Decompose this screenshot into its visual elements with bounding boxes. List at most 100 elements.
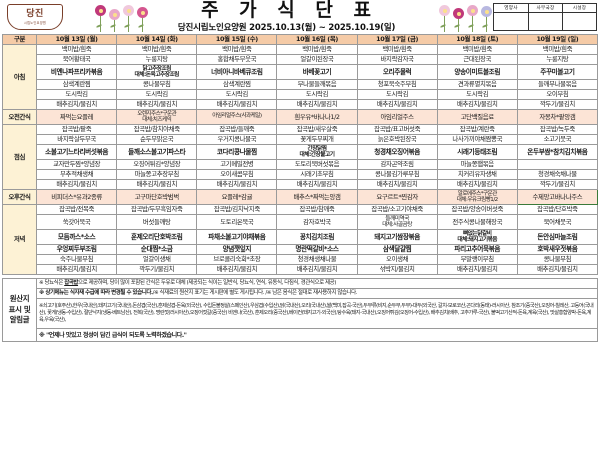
menu-cell: 배추김치/물김치 <box>276 179 358 190</box>
menu-cell: 시래기초무침 <box>276 169 358 180</box>
menu-cell: 도토리온묵국 <box>196 214 278 230</box>
day-column-header-2: 10월 14일 (화) <box>116 34 198 45</box>
menu-cell: 요플레*감귤 <box>196 189 278 205</box>
menu-cell: 우엉찌두부조림 <box>36 244 118 255</box>
menu-cell: 홍합채두부웃국 <box>196 54 278 65</box>
menu-cell: 명란떡갈비*소스 <box>276 244 358 255</box>
menu-cell: 배추김치/물김치 <box>36 264 118 275</box>
table-row: 소불고기느타리버섯볶음 들깨소스불고기파스타 코다리콩나물찜 간장닭찜 대체:간장불고기… <box>3 144 599 160</box>
menu-cell: 브로콜리숙회*초장 <box>196 254 278 265</box>
meal-section-label-3: 오후간식 <box>1 189 38 205</box>
signature-area[interactable] <box>529 13 562 30</box>
menu-cell: 부추적채생채 <box>36 169 118 180</box>
flower-icon <box>438 4 451 32</box>
table-row: 쑥갓어묵국 버섯들깨탕 도토리온묵국 감자호박국 들깨미역국 대체:사골곰탕 전주식콩나물해… <box>3 214 599 230</box>
menu-cell: 삼색계란찜 <box>196 79 278 90</box>
table-row: 비엔나파프리카볶음 닭고추장조림 대체:돈육고추장조림 너비아니바베큐조림 바베꽃고기 오… <box>3 64 599 80</box>
menu-cell: 들깨무나물볶음 <box>516 79 599 90</box>
menu-cell: 도시락김 <box>196 89 278 100</box>
signature-area[interactable] <box>563 13 596 30</box>
meal-section-label-0: 아침 <box>1 44 38 110</box>
menu-cell: 오이생채 <box>356 254 438 265</box>
menu-cell: 양송이미트볼조림 <box>436 64 518 80</box>
menu-cell: 잡곡밥/두부흑임자죽 <box>116 204 198 215</box>
table-row: 삼색계란찜 콩나물무침 삼색계란찜 무나물들깨볶음 청포묵숙주무침 견과류멸치볶음 들깨무나… <box>3 79 599 90</box>
menu-cell: 잡곡밥/소고기야채죽 <box>356 204 438 215</box>
menu-cell: 마늘쫑고추장무침 <box>116 169 198 180</box>
table-row: 북어황태국 누룽지탕 홍합채두부웃국 얼갈이된장국 바지락감자국 근대된장국 누룽지탕 <box>3 54 599 65</box>
institution-logo: 당진 시립노인요양원 <box>4 2 66 32</box>
menu-cell: 뼈없는닭갈비 대체:돼지고기볶음 <box>436 229 518 245</box>
menu-cell: 잡곡밥/새우살죽 <box>276 124 358 135</box>
flower-icon <box>94 4 107 32</box>
menu-cell: 바베꽃고기 <box>276 64 358 80</box>
menu-cell: 들깨미역국 대체:사골곰탕 <box>356 214 438 230</box>
menu-cell: 백미밥/흰죽 <box>36 44 118 55</box>
menu-cell: 도시락김 <box>356 89 438 100</box>
menu-cell: 요구르트*찐감자 <box>356 189 438 205</box>
menu-cell: 감자호박국 <box>276 214 358 230</box>
menu-cell: 깍두기/물김치 <box>116 264 198 275</box>
menu-cell: 자몽차*팥앙갬 <box>516 109 599 125</box>
table-row: 아침 백미밥/흰죽 백미밥/흰죽 백미밥/흰죽 백미밥/흰죽 백미밥/흰죽 백미밥/흰죽 백미… <box>1 44 599 110</box>
day-column-header-3: 10월 15일 (수) <box>196 34 278 45</box>
menu-cell: 돼지고기쌈장볶음 <box>356 229 438 245</box>
menu-cell: 숙주나물무침 <box>36 254 118 265</box>
day-column-header-5: 10월 17일 (금) <box>356 34 438 45</box>
menu-cell: 고기메밀전병 <box>196 159 278 170</box>
menu-cell: 도시락김 <box>436 89 518 100</box>
menu-cell: 얼갈이생채 <box>116 254 198 265</box>
menu-cell: 오이무침 <box>516 89 599 100</box>
table-corner-label: 구분 <box>1 34 38 45</box>
menu-cell: 버섯들깨탕 <box>116 214 198 230</box>
menu-cell: 삼색계란찜 <box>36 79 118 90</box>
note-text-bold: 잡곡밥 <box>64 280 79 286</box>
signature-area[interactable] <box>494 13 528 30</box>
meal-section-label-2: 점심 <box>1 124 38 190</box>
menu-cell: 도시락김 <box>36 89 118 100</box>
menu-cell: 잡곡밥/김치낙지죽 <box>196 204 278 215</box>
title-block: 주 가 식 단 표 당진시립노인요양원 2025.10.13(월) ~ 2025… <box>149 0 424 34</box>
day-column-header-6: 10월 18일 (토) <box>436 34 518 45</box>
menu-cell: 고단백질음료 <box>436 109 518 125</box>
menu-cell: 배추김치/물김치 <box>436 179 518 190</box>
menu-cell: 돈안심마늘조림 <box>516 229 599 245</box>
menu-cell: 잡곡밥/들깨죽 <box>196 124 278 135</box>
signature-header: 사무국장 <box>529 4 562 13</box>
signature-column-director: 시설장 <box>562 4 596 30</box>
menu-cell: 흰우유*바나나1/2 <box>276 109 358 125</box>
page-title: 주 가 식 단 표 <box>201 0 378 21</box>
menu-cell: 들깨소스불고기파스타 <box>116 144 198 160</box>
table-row: 교자만두찜*양념장 오징어튀김*양념장 고기메밀전병 도토리묵버섯볶음 감자곤약조림 마늘… <box>3 159 599 170</box>
flower-icon <box>480 5 493 32</box>
menu-cell: 닭고추장조림 대체:돈육고추장조림 <box>116 64 198 80</box>
menu-cell: 청경채생채나물 <box>276 254 358 265</box>
menu-cell: 배추김치/물김치 <box>516 264 599 275</box>
page-header: 당진 시립노인요양원 주 가 식 단 표 당진시립노인요양원 2025.10.1… <box>0 0 600 34</box>
menu-cell: 백미밥/흰죽 <box>116 44 198 55</box>
day-column-header-4: 10월 16일 (목) <box>276 34 358 45</box>
table-row: 바지락살두부국 순두부맑은국 우거지콩나물국 꽃게두부찌개 늙은호박된장국 나사가끼야채짬… <box>3 134 599 145</box>
table-row: 도시락김 도시락김 도시락김 도시락김 도시락김 도시락김 오이무침 <box>3 89 599 100</box>
flower-decoration-left <box>94 2 149 32</box>
notes-label: 원산지 표시 및 알림글 <box>2 278 37 342</box>
menu-cell: 도시락김 <box>116 89 198 100</box>
menu-cell: 파채소불고기야채볶음 <box>196 229 278 245</box>
menu-cell: 바지락살두부국 <box>36 134 118 145</box>
menu-cell: 시래기등태조림 <box>436 144 518 160</box>
menu-cell: 전주식콩나물해장국 <box>436 214 518 230</box>
menu-cell: 훈제오리단호박조림 <box>116 229 198 245</box>
menu-cell: 배추김치/물김치 <box>276 99 358 110</box>
menu-cell: 비엔나파프리카볶음 <box>36 64 118 80</box>
menu-cell: 비피더스*유과2종류 <box>36 189 118 205</box>
meal-section-label-4: 저녁 <box>1 204 38 275</box>
page-subtitle: 당진시립노인요양원 2025.10.13(월) ~ 2025.10.19(일) <box>177 23 396 34</box>
menu-cell: 잡곡밥/참치야채죽 <box>116 124 198 135</box>
menu-cell: 깍두기/물김치 <box>516 179 599 190</box>
menu-cell: 꽃게두부찌개 <box>276 134 358 145</box>
note-menu-change: ※ 상기메뉴는 식자재 수급에 따라 변경될 수 있습니다./※ 식재료의 원산… <box>36 287 598 299</box>
day-column-header-7: 10월 19일 (일) <box>516 34 599 45</box>
menu-cell: 배추김치/물김치 <box>116 99 198 110</box>
menu-cell: 도시락김 <box>276 89 358 100</box>
